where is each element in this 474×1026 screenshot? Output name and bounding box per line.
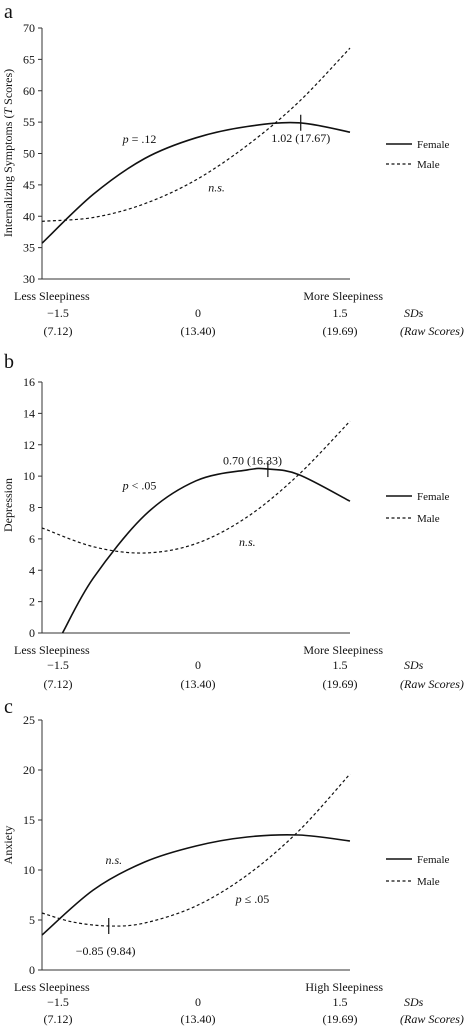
sd-tick-label: −1.5 (47, 658, 69, 672)
annotation-label: n.s. (208, 180, 225, 194)
y-tick-label: 12 (23, 438, 35, 452)
sd-tick-label: 1.5 (333, 306, 348, 320)
annotation-label: p ≤ .05 (235, 892, 270, 906)
sd-tick-label: 0 (195, 658, 201, 672)
raw-tick-label: (13.40) (181, 677, 216, 691)
legend-label-male: Male (417, 159, 440, 171)
x-end-label-left: Less Sleepiness (14, 289, 90, 303)
sd-tick-label: 0 (195, 995, 201, 1009)
panel-letter: c (4, 696, 13, 718)
panel-letter: a (4, 1, 13, 23)
y-tick-label: 70 (23, 21, 35, 35)
y-tick-label: 25 (23, 713, 35, 727)
y-tick-label: 65 (23, 52, 35, 66)
y-tick-label: 5 (29, 913, 35, 927)
panel-letter: b (4, 351, 14, 373)
y-axis-title: Anxiety (1, 826, 15, 865)
series-line-male (41, 47, 351, 222)
raw-axis-label: (Raw Scores) (400, 324, 464, 338)
y-tick-label: 6 (29, 532, 35, 546)
x-end-label-left: Less Sleepiness (14, 643, 90, 657)
y-axis-title: Depression (1, 478, 15, 532)
raw-tick-label: (19.69) (323, 677, 358, 691)
y-tick-label: 20 (23, 763, 35, 777)
annotation-label: −0.85 (9.84) (76, 944, 136, 958)
annotation-label: p = .12 (122, 132, 157, 146)
y-tick-label: 60 (23, 84, 35, 98)
legend-label-female: Female (417, 139, 449, 151)
raw-tick-label: (13.40) (181, 324, 216, 338)
x-end-label-right: High Sleepiness (305, 980, 383, 994)
y-tick-label: 35 (23, 241, 35, 255)
raw-tick-label: (7.12) (44, 324, 73, 338)
y-tick-label: 30 (23, 272, 35, 286)
series-line-female (41, 833, 351, 936)
sd-tick-label: −1.5 (47, 995, 69, 1009)
legend-label-male: Male (417, 513, 440, 525)
annotation-label: 0.70 (16.33) (223, 453, 282, 467)
y-tick-label: 10 (23, 469, 35, 483)
sd-tick-label: 1.5 (333, 995, 348, 1009)
series-line-female (61, 467, 351, 634)
annotation-label: n.s. (239, 535, 256, 549)
x-end-label-right: More Sleepiness (303, 643, 383, 657)
x-end-label-left: Less Sleepiness (14, 980, 90, 994)
y-tick-label: 0 (29, 626, 35, 640)
x-end-label-right: More Sleepiness (303, 289, 383, 303)
sd-tick-label: 1.5 (333, 658, 348, 672)
annotation-label: n.s. (106, 853, 123, 867)
series-line-male (41, 420, 351, 554)
y-tick-label: 0 (29, 963, 35, 977)
annotation-label: p < .05 (122, 479, 157, 493)
y-tick-label: 14 (23, 406, 35, 420)
chart-panel-a: a 30 35 40 45 50 55 60 65 70 Internalizing Symptom… (1, 1, 464, 338)
legend-label-male: Male (417, 876, 440, 888)
y-tick-label: 4 (29, 563, 35, 577)
series-line-male (41, 773, 351, 927)
sd-tick-label: −1.5 (47, 306, 69, 320)
y-tick-label: 10 (23, 863, 35, 877)
sd-tick-label: 0 (195, 306, 201, 320)
y-tick-label: 50 (23, 147, 35, 161)
raw-tick-label: (7.12) (44, 1012, 73, 1026)
sd-axis-label: SDs (404, 995, 424, 1009)
legend-label-female: Female (417, 854, 449, 866)
series-line-female (41, 121, 351, 244)
raw-tick-label: (13.40) (181, 1012, 216, 1026)
y-tick-label: 40 (23, 209, 35, 223)
raw-tick-label: (19.69) (323, 1012, 358, 1026)
annotation-label: 1.02 (17.67) (271, 131, 330, 145)
raw-tick-label: (7.12) (44, 677, 73, 691)
chart-panel-b: b 0 2 4 6 8 10 12 14 16 Depression p < .05 n.s. 0.70 … (1, 351, 464, 691)
y-tick-label: 8 (29, 501, 35, 515)
sd-axis-label: SDs (404, 658, 424, 672)
chart-panel-c: c 0 5 10 15 20 25 Anxiety n.s. p ≤ .05 −0.85 (9.84… (1, 696, 464, 1026)
sd-axis-label: SDs (404, 306, 424, 320)
legend-label-female: Female (417, 491, 449, 503)
y-tick-label: 55 (23, 115, 35, 129)
raw-axis-label: (Raw Scores) (400, 1012, 464, 1026)
y-tick-label: 45 (23, 178, 35, 192)
y-tick-label: 16 (23, 375, 35, 389)
raw-tick-label: (19.69) (323, 324, 358, 338)
raw-axis-label: (Raw Scores) (400, 677, 464, 691)
y-tick-label: 15 (23, 813, 35, 827)
y-axis-title: Internalizing Symptoms (T Scores) (1, 69, 15, 237)
y-tick-label: 2 (29, 595, 35, 609)
